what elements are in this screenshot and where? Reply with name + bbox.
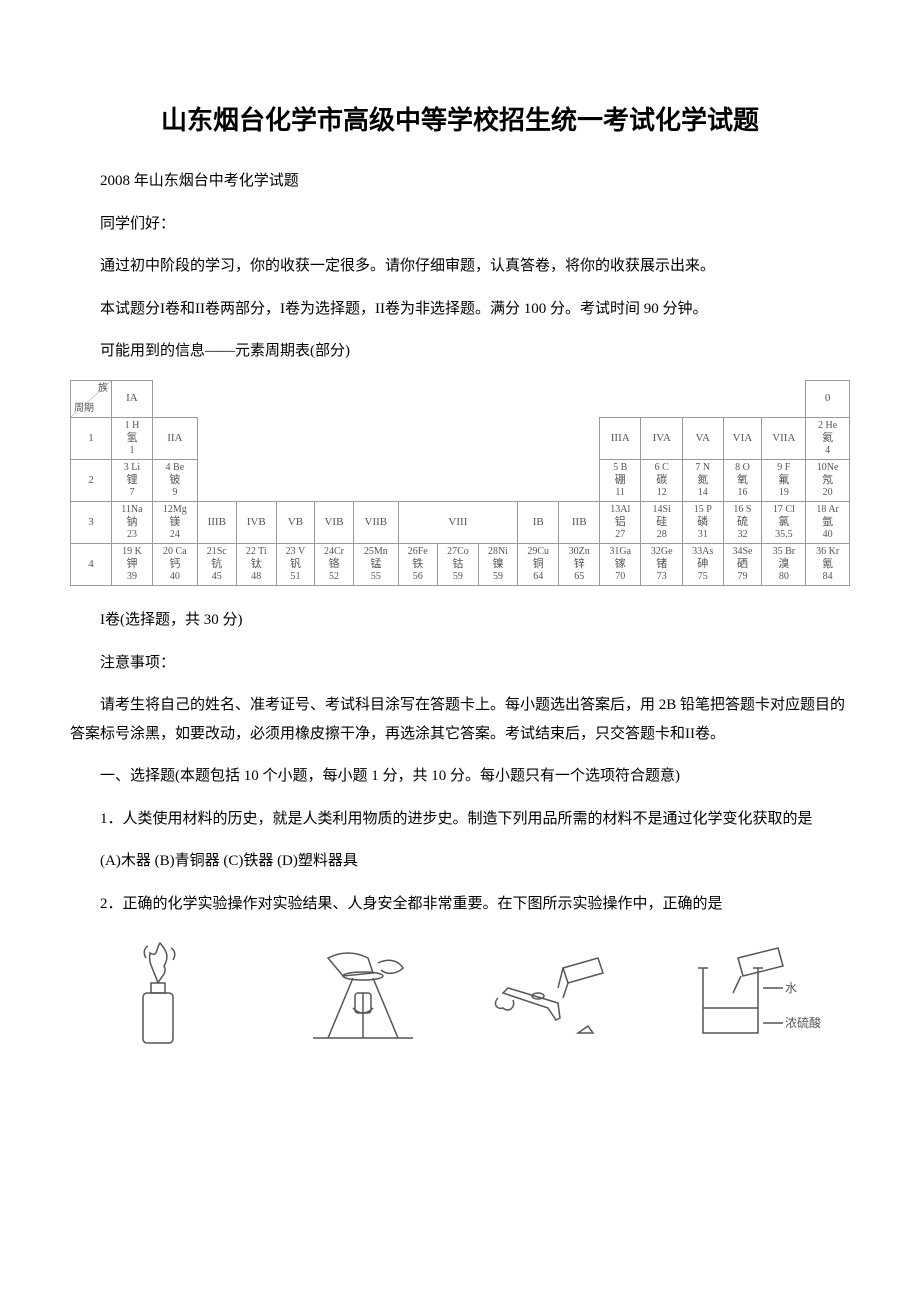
col-VIIB: VIIB	[353, 501, 398, 543]
elem-He: 2 He氦4	[806, 417, 850, 459]
intro-2: 本试题分I卷和II卷两部分，I卷为选择题，II卷为非选择题。满分 100 分。考…	[70, 295, 850, 324]
notice-body: 请考生将自己的姓名、准考证号、考试科目涂写在答题卡上。每小题选出答案后，用 2B…	[70, 691, 850, 748]
col-IIA: IIA	[152, 417, 197, 459]
figure-d: 水 浓硫酸	[683, 938, 823, 1048]
question-1-options: (A)木器 (B)青铜器 (C)铁器 (D)塑料器具	[70, 847, 850, 876]
col-IB: IB	[517, 501, 558, 543]
section-1-header: 一、选择题(本题包括 10 个小题，每小题 1 分，共 10 分。每小题只有一个…	[70, 762, 850, 791]
figure-a	[98, 938, 238, 1048]
period-3: 3	[71, 501, 112, 543]
elem-H: 1 H氢1	[112, 417, 153, 459]
section-i-header: I卷(选择题，共 30 分)	[70, 606, 850, 635]
col-0: 0	[806, 380, 850, 417]
period-1: 1	[71, 417, 112, 459]
figure-b	[293, 938, 433, 1048]
page-title: 山东烟台化学市高级中等学校招生统一考试化学试题	[70, 100, 850, 137]
period-4: 4	[71, 544, 112, 586]
label-water: 水	[785, 981, 797, 995]
greeting: 同学们好：	[70, 210, 850, 239]
col-IVB: IVB	[236, 501, 276, 543]
periodic-table: 族周期IA011 H氢1IIAIIIAIVAVAVIAVIIA2 He氦423 …	[70, 380, 850, 587]
col-VIIA: VIIA	[762, 417, 806, 459]
col-VB: VB	[276, 501, 314, 543]
col-IVA: IVA	[641, 417, 682, 459]
col-VIB: VIB	[315, 501, 354, 543]
intro-3: 可能用到的信息——元素周期表(部分)	[70, 337, 850, 366]
col-IIIA: IIIA	[600, 417, 641, 459]
figure-c	[488, 938, 628, 1048]
col-IIIB: IIIB	[197, 501, 236, 543]
col-VIII: VIII	[398, 501, 517, 543]
ptable-corner: 族周期	[71, 380, 112, 417]
col-IIB: IIB	[559, 501, 600, 543]
col-IA: IA	[112, 380, 153, 417]
question-2: 2．正确的化学实验操作对实验结果、人身安全都非常重要。在下图所示实验操作中，正确…	[70, 890, 850, 919]
col-VIA: VIA	[723, 417, 762, 459]
col-VA: VA	[682, 417, 723, 459]
question-1: 1．人类使用材料的历史，就是人类利用物质的进步史。制造下列用品所需的材料不是通过…	[70, 805, 850, 834]
subtitle: 2008 年山东烟台中考化学试题	[70, 167, 850, 196]
intro-1: 通过初中阶段的学习，你的收获一定很多。请你仔细审题，认真答卷，将你的收获展示出来…	[70, 252, 850, 281]
label-acid: 浓硫酸	[785, 1015, 821, 1030]
notice-header: 注意事项：	[70, 649, 850, 678]
period-2: 2	[71, 459, 112, 501]
figure-row: 水 浓硫酸	[70, 938, 850, 1048]
